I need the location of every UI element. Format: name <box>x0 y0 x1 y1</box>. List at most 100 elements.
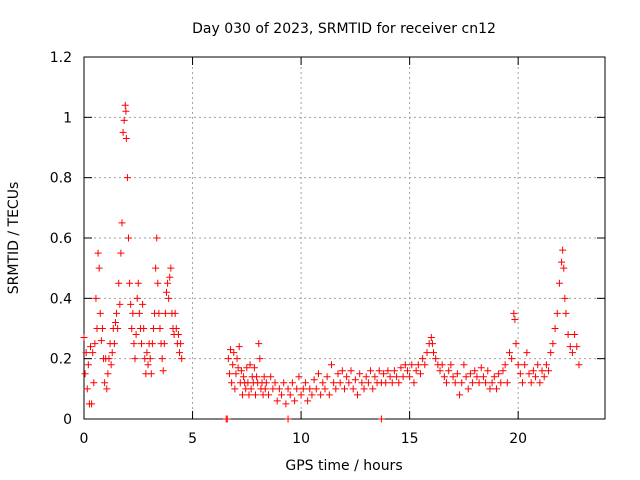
data-point <box>293 385 301 393</box>
data-point <box>98 325 106 332</box>
data-point <box>430 349 438 357</box>
data-point <box>94 249 102 257</box>
data-point <box>148 340 156 348</box>
data-point <box>436 367 444 375</box>
data-point <box>427 334 435 342</box>
data-point <box>111 318 119 326</box>
data-point <box>267 373 275 381</box>
data-point <box>499 367 507 375</box>
data-point <box>284 385 292 393</box>
data-point <box>123 174 131 182</box>
data-point <box>178 355 186 363</box>
data-point <box>466 370 474 378</box>
data-point <box>269 385 277 393</box>
data-point <box>360 385 368 393</box>
data-point <box>516 370 524 378</box>
chart-title: Day 030 of 2023, SRMTID for receiver cn1… <box>192 21 496 37</box>
data-point <box>484 367 492 375</box>
data-point <box>253 373 261 381</box>
data-point <box>288 379 296 387</box>
data-point <box>90 379 98 387</box>
data-point <box>250 364 258 372</box>
data-point <box>162 288 170 296</box>
data-point <box>571 331 579 339</box>
data-point <box>501 361 509 369</box>
data-point <box>84 361 92 369</box>
data-point <box>410 379 418 387</box>
data-point <box>133 294 141 302</box>
data-point <box>230 349 238 357</box>
data-point <box>559 246 567 254</box>
data-point <box>304 397 312 405</box>
x-tick-label: 20 <box>509 431 527 447</box>
data-point <box>553 309 561 317</box>
data-point <box>558 258 566 266</box>
data-point <box>312 385 320 393</box>
data-point <box>375 367 383 375</box>
data-point <box>114 325 122 332</box>
data-point <box>551 325 559 332</box>
data-point <box>432 355 440 363</box>
data-point <box>351 376 359 384</box>
data-point <box>160 340 168 348</box>
data-point <box>549 340 557 348</box>
x-tick-label: 15 <box>401 431 419 447</box>
data-point <box>490 373 498 381</box>
data-point <box>443 379 451 387</box>
data-point <box>177 340 185 348</box>
data-point <box>362 373 370 381</box>
data-point <box>225 370 233 378</box>
data-point <box>566 343 574 351</box>
data-point <box>107 361 115 369</box>
x-tick-label: 0 <box>80 431 89 447</box>
data-point <box>505 349 513 357</box>
data-point <box>310 376 318 384</box>
data-point <box>144 361 152 369</box>
data-point <box>562 309 570 317</box>
data-point <box>527 379 535 387</box>
data-point <box>224 355 232 363</box>
data-point <box>464 385 472 393</box>
data-point <box>314 370 322 378</box>
data-point <box>371 373 379 381</box>
data-point <box>176 349 184 357</box>
data-point <box>458 379 466 387</box>
data-point <box>486 385 494 393</box>
data-point <box>271 379 279 387</box>
data-point <box>171 309 179 317</box>
data-point <box>108 349 116 357</box>
data-point <box>395 379 403 387</box>
data-point <box>235 343 243 351</box>
data-point <box>83 385 91 393</box>
data-point <box>97 337 105 345</box>
data-point <box>367 367 375 375</box>
data-point <box>131 355 139 363</box>
data-point <box>282 400 290 408</box>
y-tick-label: 1.2 <box>50 50 72 66</box>
y-tick-label: 0.2 <box>50 352 72 368</box>
data-point <box>334 370 342 378</box>
data-point <box>440 373 448 381</box>
data-point <box>167 264 175 272</box>
data-point <box>469 379 477 387</box>
data-point <box>399 373 407 381</box>
data-point <box>103 385 111 393</box>
data-point <box>471 367 479 375</box>
data-point <box>247 385 255 393</box>
data-point <box>519 379 527 387</box>
data-point <box>297 391 305 399</box>
data-point <box>91 340 99 348</box>
data-point <box>473 373 481 381</box>
data-point <box>388 379 396 387</box>
data-point <box>240 373 248 381</box>
data-point <box>510 309 518 317</box>
data-point <box>152 264 160 272</box>
data-point <box>280 379 288 387</box>
data-point <box>158 355 166 363</box>
data-point <box>306 385 314 393</box>
data-point <box>343 373 351 381</box>
data-point <box>325 391 333 399</box>
data-point <box>125 234 133 242</box>
data-point <box>88 400 96 408</box>
